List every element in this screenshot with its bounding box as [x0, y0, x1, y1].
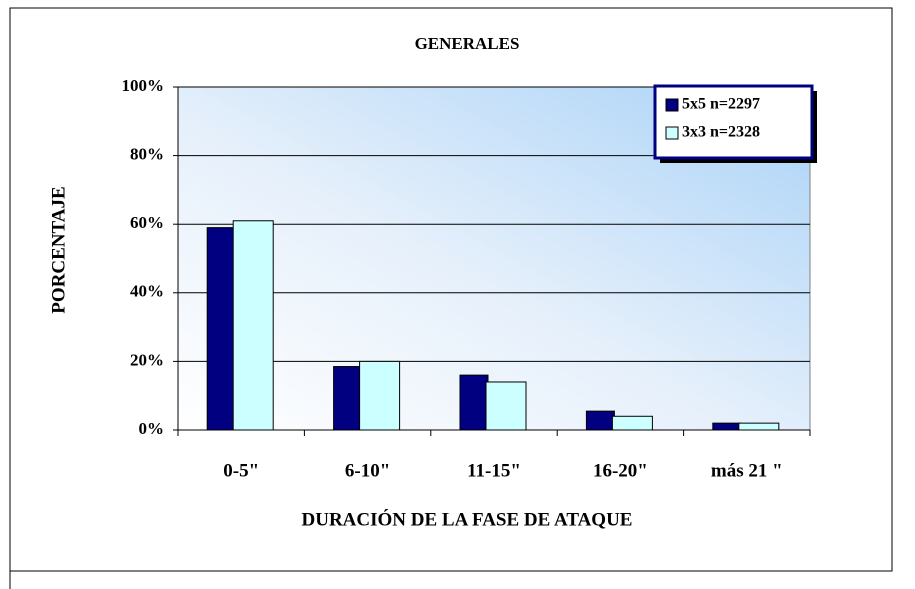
legend-box: [653, 84, 814, 160]
y-tick-label: 80%: [130, 145, 164, 164]
x-tick-label: 6-10": [345, 460, 390, 481]
bar: [738, 422, 780, 431]
bar: [232, 220, 274, 431]
bar: [459, 374, 489, 431]
legend-swatch: [665, 126, 679, 140]
x-tick-label: más 21 ": [711, 460, 783, 481]
x-tick-label: 11-15": [467, 460, 521, 481]
x-axis-label: DURACIÓN DE LA FASE DE ATAQUE: [302, 508, 633, 530]
y-axis-label: PORCENTAJE: [48, 186, 69, 313]
legend-label: 5x5 n=2297: [682, 96, 760, 113]
bar: [359, 360, 401, 431]
legend: 5x5 n=2297 3x3 n=2328: [653, 84, 817, 163]
bar: [485, 381, 527, 431]
y-tick-label: 20%: [130, 350, 164, 369]
y-tick-label: 100%: [122, 76, 165, 95]
y-tick-label: 0%: [139, 419, 165, 438]
bar: [611, 415, 653, 431]
x-tick-label: 0-5": [223, 460, 259, 481]
legend-swatch: [665, 98, 679, 112]
bar: [712, 422, 742, 431]
bar: [206, 227, 236, 431]
y-tick-label: 40%: [130, 282, 164, 301]
bar: [333, 366, 363, 431]
frame: [9, 7, 893, 589]
legend-label: 3x3 n=2328: [682, 124, 760, 141]
bar: [585, 410, 615, 431]
x-tick-label: 16-20": [593, 460, 648, 481]
chart-title: GENERALES: [415, 34, 520, 53]
y-tick-label: 60%: [130, 213, 164, 232]
